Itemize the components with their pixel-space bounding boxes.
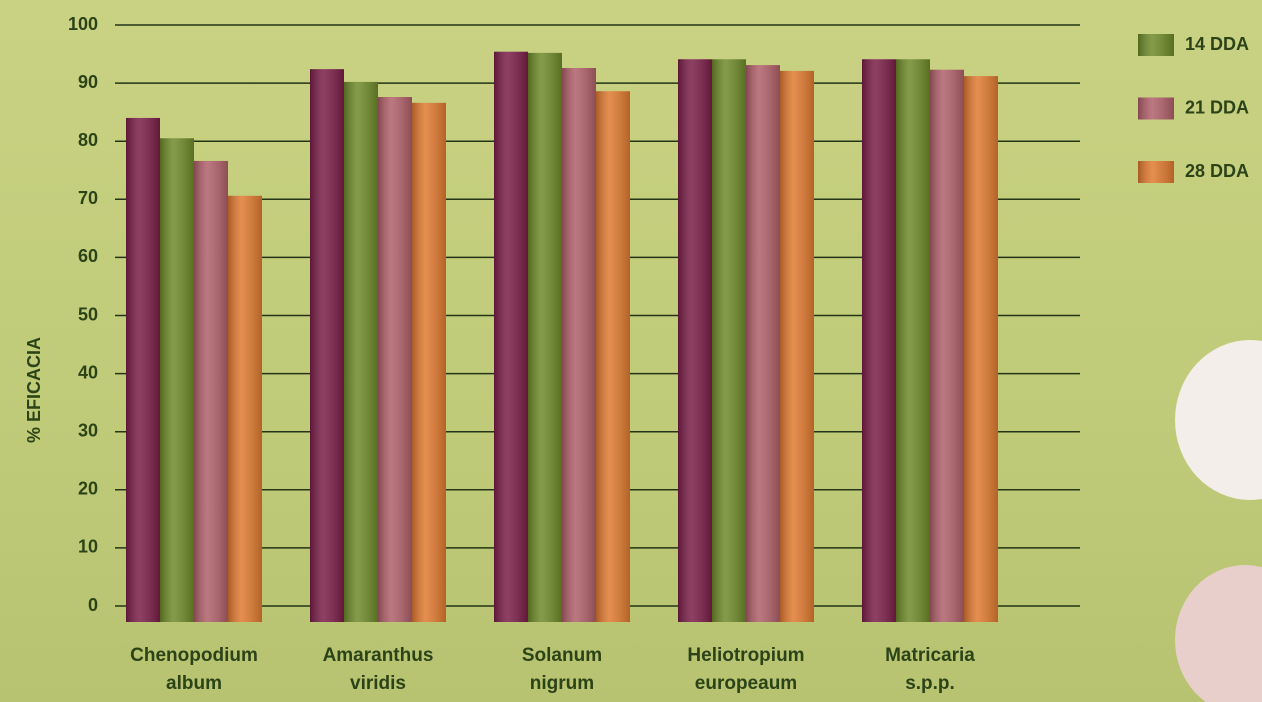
bar (528, 52, 562, 622)
y-tick-label: 60 (78, 246, 98, 266)
x-tick-label: Heliotropium europeaum (687, 645, 805, 694)
bar (930, 69, 964, 622)
legend-label: 21 DDA (1185, 97, 1249, 117)
bar (746, 65, 780, 623)
x-tick-label: Chenopodium album (130, 645, 258, 694)
y-tick-label: 0 (88, 595, 98, 615)
bar (344, 81, 378, 623)
bar (160, 138, 194, 623)
bar (228, 195, 262, 622)
bar (412, 102, 446, 622)
bar (310, 69, 344, 622)
y-tick-label: 40 (78, 362, 98, 382)
bar (896, 59, 930, 623)
bar (964, 76, 998, 623)
y-tick-label: 100 (68, 14, 98, 34)
bar (712, 59, 746, 623)
bar (378, 97, 412, 622)
bar (194, 160, 228, 623)
bar (596, 91, 630, 622)
y-tick-label: 20 (78, 479, 98, 499)
bar (780, 70, 814, 623)
y-tick-label: 90 (78, 72, 98, 92)
garlic-decoration (1175, 565, 1262, 702)
bar (678, 59, 712, 623)
legend-swatch-shine (1138, 97, 1174, 120)
y-tick-label: 30 (78, 420, 98, 440)
bar (126, 117, 160, 623)
legend-label: 28 DDA (1185, 161, 1249, 181)
bar (494, 51, 528, 622)
x-tick-label: Solanum nigrum (521, 645, 603, 694)
bar (862, 59, 896, 623)
garlic-decoration (1175, 340, 1262, 500)
x-tick-label: Amaranthus viridis (322, 645, 434, 694)
y-tick-label: 10 (78, 537, 98, 557)
y-tick-label: 50 (78, 304, 98, 324)
legend-swatch-shine (1138, 161, 1174, 183)
y-tick-label: 80 (78, 130, 98, 150)
y-tick-label: 70 (78, 188, 98, 208)
legend-label: 14 DDA (1185, 34, 1249, 54)
y-axis-label: % EFICACIA (24, 337, 44, 443)
x-tick-label: Matricaria s.p.p. (885, 645, 975, 694)
legend-swatch-shine (1138, 34, 1174, 56)
bar (562, 67, 596, 622)
